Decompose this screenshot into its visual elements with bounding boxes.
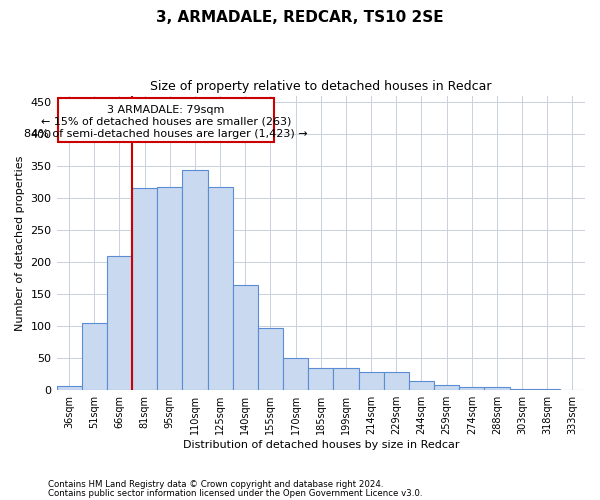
Bar: [334, 368, 359, 390]
Y-axis label: Number of detached properties: Number of detached properties: [15, 155, 25, 330]
Bar: [484, 387, 509, 390]
Text: 3, ARMADALE, REDCAR, TS10 2SE: 3, ARMADALE, REDCAR, TS10 2SE: [156, 10, 444, 25]
Bar: [208, 186, 233, 390]
Bar: [56, 386, 82, 390]
Bar: [535, 389, 560, 390]
Bar: [459, 387, 484, 390]
Bar: [359, 372, 383, 390]
Text: Contains public sector information licensed under the Open Government Licence v3: Contains public sector information licen…: [48, 488, 422, 498]
Text: 3 ARMADALE: 79sqm: 3 ARMADALE: 79sqm: [107, 104, 224, 115]
Bar: [107, 256, 132, 390]
FancyBboxPatch shape: [58, 98, 274, 142]
Bar: [132, 188, 157, 390]
Title: Size of property relative to detached houses in Redcar: Size of property relative to detached ho…: [150, 80, 491, 93]
Bar: [182, 170, 208, 390]
Bar: [383, 372, 409, 390]
Bar: [82, 323, 107, 390]
Bar: [509, 389, 535, 390]
Bar: [283, 358, 308, 390]
Bar: [258, 328, 283, 390]
Text: 84% of semi-detached houses are larger (1,423) →: 84% of semi-detached houses are larger (…: [24, 129, 308, 139]
Bar: [308, 368, 334, 390]
X-axis label: Distribution of detached houses by size in Redcar: Distribution of detached houses by size …: [182, 440, 459, 450]
Bar: [409, 380, 434, 390]
Text: Contains HM Land Registry data © Crown copyright and database right 2024.: Contains HM Land Registry data © Crown c…: [48, 480, 383, 489]
Bar: [434, 385, 459, 390]
Bar: [233, 284, 258, 390]
Bar: [157, 186, 182, 390]
Text: ← 15% of detached houses are smaller (263): ← 15% of detached houses are smaller (26…: [41, 116, 291, 126]
